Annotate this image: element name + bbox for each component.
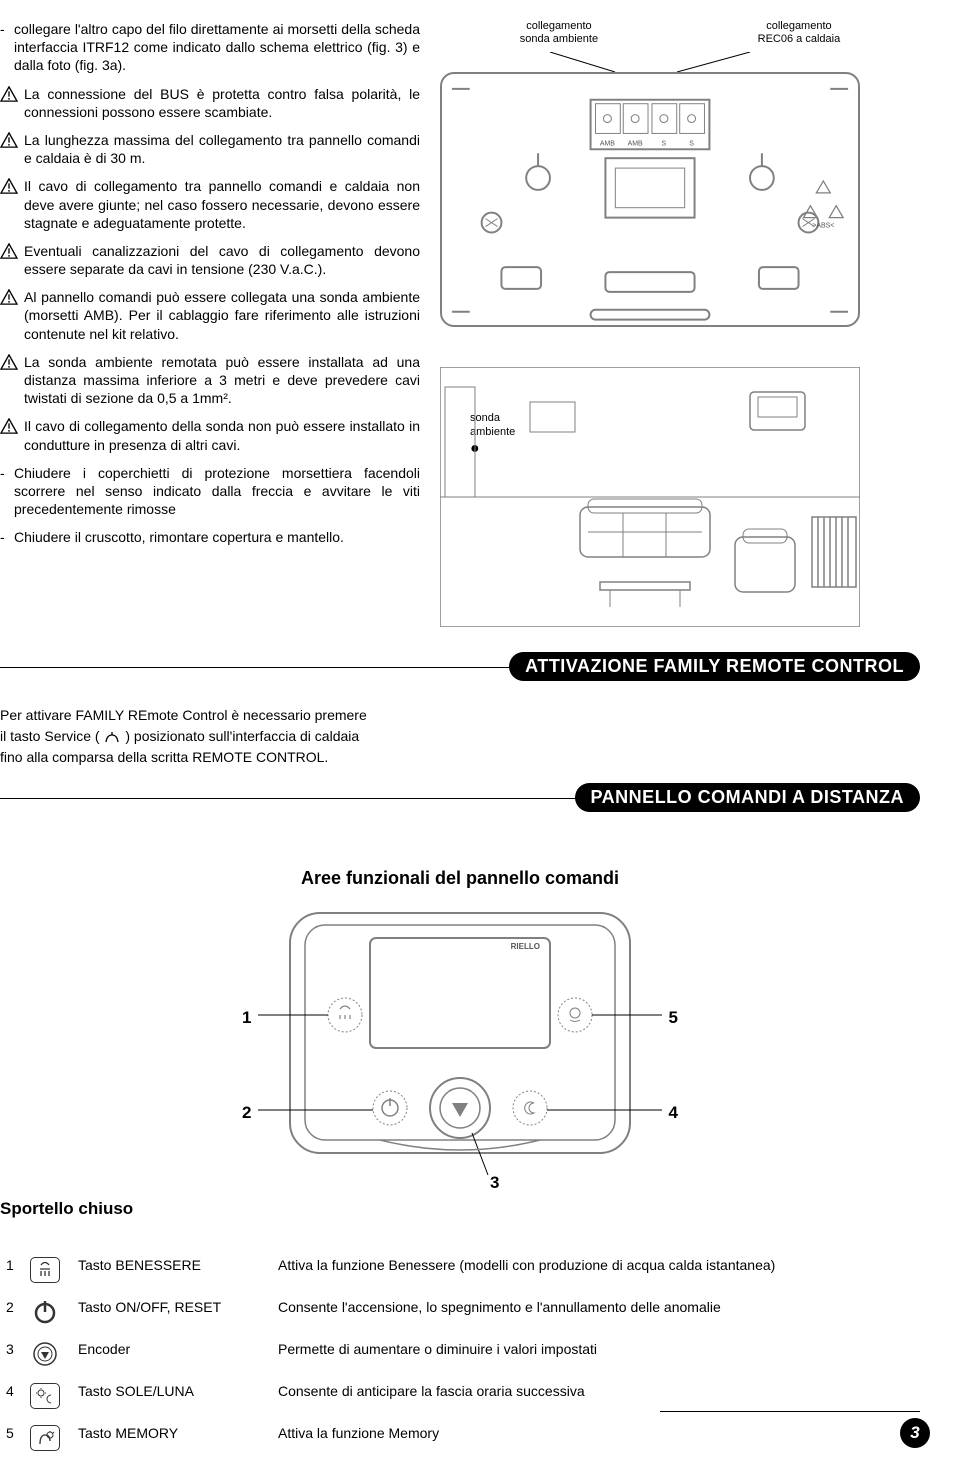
warning-icon	[0, 86, 18, 102]
section-title-panel: PANNELLO COMANDI A DISTANZA	[575, 783, 920, 812]
svg-text:AMB: AMB	[628, 141, 643, 148]
memory-icon	[30, 1425, 60, 1451]
closing-bullet: - Chiudere i coperchietti di protezione …	[0, 464, 420, 519]
svg-text:RIELLO: RIELLO	[511, 942, 540, 951]
legend-row: 5 Tasto MEMORY Attiva la funzione Memory	[0, 1417, 920, 1459]
legend-row: 2 Tasto ON/OFF, RESET Consente l'accensi…	[0, 1291, 920, 1333]
svg-text:S: S	[662, 141, 667, 148]
warning-icon	[0, 354, 18, 370]
warning-icon	[0, 243, 18, 259]
warning-item: La lunghezza massima del collegamento tr…	[0, 131, 420, 167]
warning-icon	[0, 289, 18, 305]
service-icon	[103, 731, 121, 745]
warning-icon	[0, 418, 18, 434]
warning-icon	[0, 178, 18, 194]
sole-luna-icon	[30, 1383, 60, 1409]
top-bullet: - collegare l'altro capo del filo dirett…	[0, 20, 420, 75]
closing-bullet: - Chiudere il cruscotto, rimontare coper…	[0, 528, 420, 546]
benessere-icon	[30, 1257, 60, 1283]
encoder-icon	[30, 1341, 60, 1367]
fig-label-left: collegamento sonda ambiente	[520, 20, 598, 46]
page-number: 3	[900, 1418, 930, 1448]
sportello-label: Sportello chiuso	[0, 1199, 133, 1219]
warning-item: Il cavo di collegamento della sonda non …	[0, 417, 420, 453]
warning-item: Eventuali canalizzazioni del cavo di col…	[0, 242, 420, 278]
svg-text:>ABS<: >ABS<	[812, 223, 834, 230]
svg-text:AMB: AMB	[600, 141, 615, 148]
section-title-activation: ATTIVAZIONE FAMILY REMOTE CONTROL	[509, 652, 920, 681]
panel-heading: Aree funzionali del pannello comandi	[0, 868, 920, 889]
footer-rule	[660, 1411, 920, 1412]
fig-label-right: collegamento REC06 a caldaia	[758, 20, 841, 46]
bullet-text: collegare l'altro capo del filo direttam…	[14, 20, 420, 75]
page-footer: 3	[900, 1418, 930, 1448]
warning-item: La connessione del BUS è protetta contro…	[0, 85, 420, 121]
power-icon	[30, 1299, 60, 1325]
panel-diagram: 1 5 2 4 3 RIELLO	[190, 903, 730, 1183]
activation-text: Per attivare FAMILY REmote Control è nec…	[0, 705, 420, 768]
legend-table: 1 Tasto BENESSERE Attiva la funzione Ben…	[0, 1249, 920, 1459]
device-back-figure: AMB AMB S S	[440, 72, 860, 327]
svg-text:S: S	[689, 141, 694, 148]
warning-icon	[0, 132, 18, 148]
warning-item: La sonda ambiente remotata può essere in…	[0, 353, 420, 408]
room-scene-figure: sonda ambiente ●	[440, 367, 860, 627]
warning-item: Al pannello comandi può essere collegata…	[0, 288, 420, 343]
legend-row: 3 Encoder Permette di aumentare o diminu…	[0, 1333, 920, 1375]
warning-item: Il cavo di collegamento tra pannello com…	[0, 177, 420, 232]
legend-row: 1 Tasto BENESSERE Attiva la funzione Ben…	[0, 1249, 920, 1291]
